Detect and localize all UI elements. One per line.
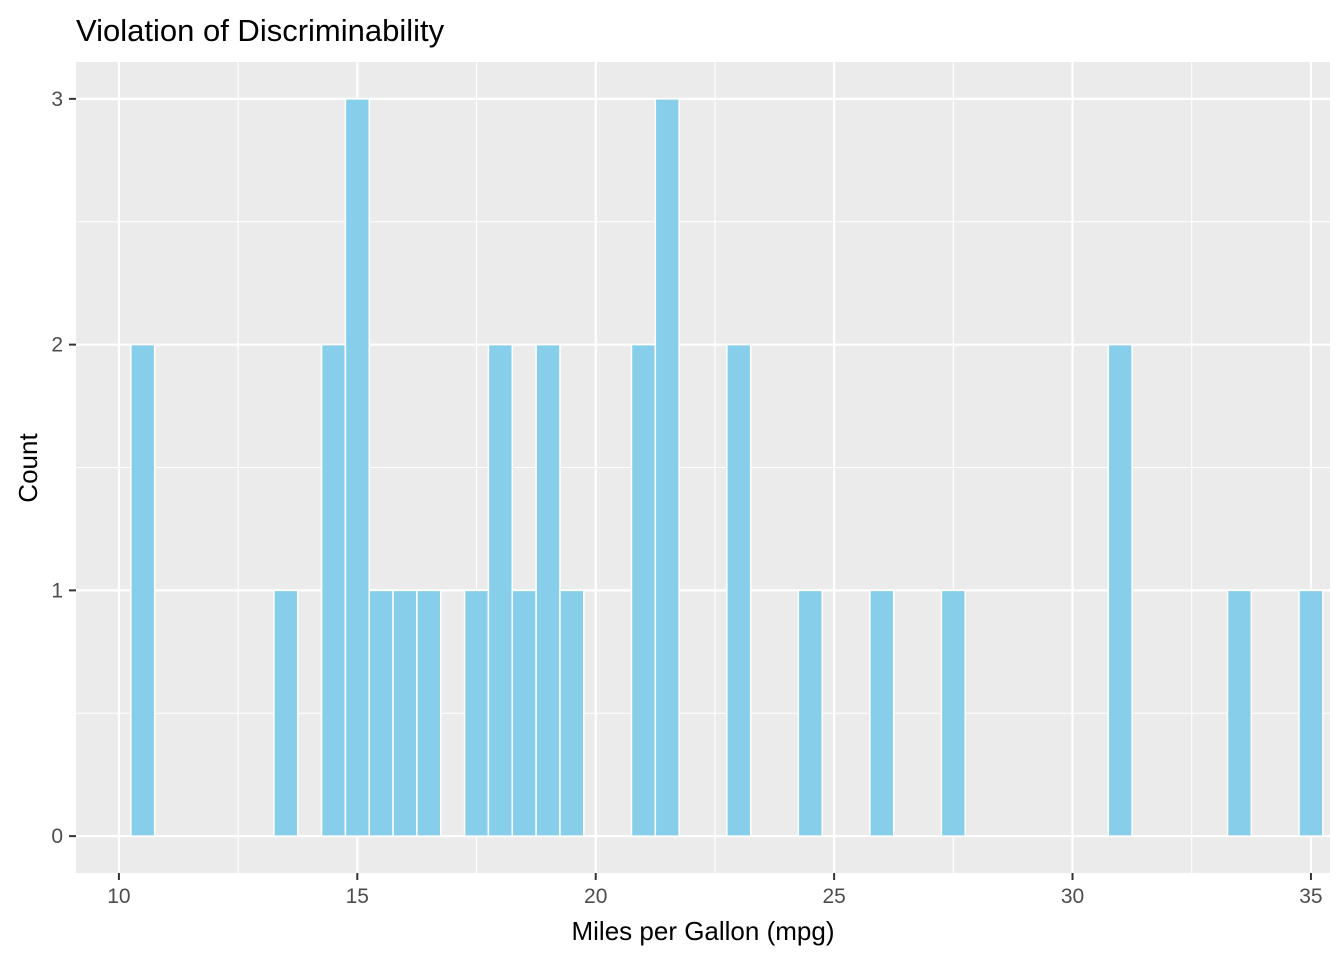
histogram-bar (869, 589, 895, 837)
histogram-bar (463, 589, 490, 837)
histogram-bar (1298, 589, 1324, 837)
y-tick-label: 3 (51, 88, 63, 111)
x-tick-label: 15 (346, 885, 369, 908)
histogram-bar (726, 343, 752, 837)
histogram-bar (416, 589, 442, 837)
histogram-bar (487, 343, 514, 837)
y-tick-label: 1 (51, 579, 63, 602)
histogram-bar (654, 98, 680, 837)
histogram-bar (630, 343, 657, 837)
histogram-bar (273, 589, 299, 837)
bars (130, 98, 1324, 837)
x-tick-label: 30 (1061, 885, 1084, 908)
y-tick-label: 0 (51, 825, 63, 848)
x-tick-label: 20 (584, 885, 607, 908)
histogram-bar (1107, 343, 1133, 837)
chart-title: Violation of Discriminability (76, 13, 445, 48)
x-axis-title: Miles per Gallon (mpg) (572, 916, 835, 946)
histogram-bar (130, 343, 156, 837)
x-tick-label: 25 (822, 885, 845, 908)
histogram-bar (1226, 589, 1253, 837)
histogram-bar (320, 343, 347, 837)
y-axis: 0 1 2 3 (51, 88, 76, 848)
histogram-bar (559, 589, 585, 837)
histogram-bar (511, 589, 537, 837)
x-tick-label: 10 (107, 885, 130, 908)
y-axis-title: Count (13, 433, 43, 503)
histogram-bar (535, 343, 561, 837)
histogram-bar (368, 589, 394, 837)
y-tick-label: 2 (51, 334, 63, 357)
histogram-bar (797, 589, 823, 837)
x-axis: 10 15 20 25 30 35 (107, 873, 1323, 908)
x-tick-label: 35 (1299, 885, 1322, 908)
histogram-bar (344, 98, 370, 837)
histogram-bar (392, 589, 418, 837)
histogram-bar (940, 589, 966, 837)
